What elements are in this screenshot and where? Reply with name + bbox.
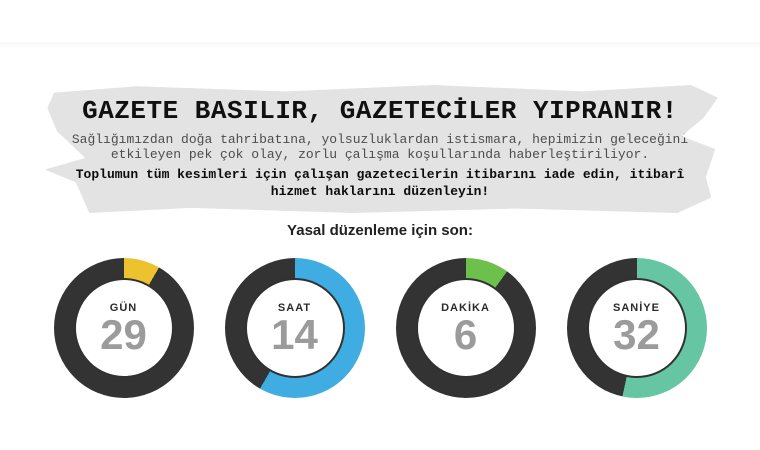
countdown-label-hours: SAAT — [277, 301, 312, 314]
countdown-value-days: 29 — [100, 310, 147, 358]
donut-hole: GÜN 29 — [73, 278, 174, 378]
donut-hole: SANİYE 32 — [586, 278, 687, 378]
countdown-value-seconds: 32 — [613, 310, 660, 358]
countdown-label-seconds: SANİYE — [613, 301, 660, 314]
countdown-value-minutes: 6 — [453, 310, 478, 358]
banner-title: GAZETE BASILIR, GAZETECİLER YIPRANIR! — [82, 96, 678, 126]
donut-hole: DAKİKA 6 — [415, 278, 516, 378]
countdown-donut-minutes: DAKİKA 6 — [395, 258, 536, 398]
countdown-label-days: GÜN — [109, 301, 138, 314]
donut-hole: SAAT 14 — [244, 278, 345, 378]
countdown-donut-seconds: SANİYE 32 — [566, 258, 707, 398]
banner-paragraph: Sağlığımızdan doğa tahribatına, yolsuzlu… — [71, 131, 689, 162]
countdown-value-hours: 14 — [271, 310, 318, 358]
banner-callout: Toplumun tüm kesimleri için çalışan gaze… — [75, 167, 685, 199]
countdown-label-minutes: DAKİKA — [441, 301, 490, 314]
countdown-row: GÜN 29 SAAT 14 DAKİKA 6 SANİYE 32 — [0, 258, 760, 398]
torn-paper-banner: GAZETE BASILIR, GAZETECİLER YIPRANIR! Sa… — [44, 85, 718, 213]
countdown-donut-hours: SAAT 14 — [224, 258, 365, 398]
header-shadow-divider — [0, 42, 760, 49]
countdown-donut-days: GÜN 29 — [53, 258, 194, 398]
countdown-heading: Yasal düzenleme için son: — [287, 222, 473, 239]
